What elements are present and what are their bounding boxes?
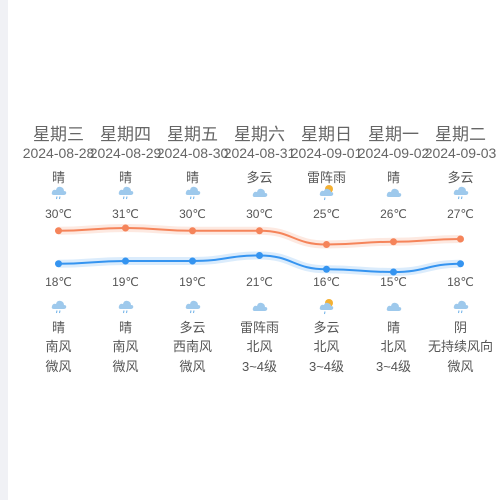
wind-level: 3~4级	[375, 359, 412, 374]
low-temp-label: 15℃	[380, 275, 407, 289]
cloud-rain-icon	[51, 186, 67, 200]
cloud-rain-icon	[118, 300, 134, 314]
date-label: 2024-09-03	[424, 145, 497, 161]
low-temp-point	[457, 260, 464, 268]
date-label: 2024-08-28	[22, 145, 95, 161]
cloud-rain-icon	[453, 300, 469, 314]
weekday-label: 星期三	[33, 125, 84, 144]
wind-direction: 北风	[380, 339, 407, 354]
low-temp-point	[189, 257, 196, 265]
high-temp-point	[122, 224, 129, 232]
night-weather-text: 晴	[51, 320, 65, 335]
high-temp-point	[457, 235, 464, 243]
day-weather-text: 晴	[185, 170, 199, 185]
wind-direction: 西南风	[172, 339, 212, 354]
day-weather-text: 多云	[447, 170, 474, 185]
high-temp-point	[256, 227, 263, 235]
low-temp-label: 16℃	[313, 275, 340, 289]
high-temp-label: 27℃	[447, 207, 474, 221]
day-weather-text: 雷阵雨	[306, 170, 346, 185]
high-temp-label: 31℃	[112, 207, 139, 221]
wind-direction: 北风	[246, 339, 273, 354]
date-label: 2024-08-29	[89, 145, 162, 161]
date-label: 2024-09-02	[357, 145, 430, 161]
wind-direction: 无持续风向	[427, 339, 493, 354]
day-column: 星期四 2024-08-29 晴 31℃ 19℃ 晴 南风 微风	[90, 0, 162, 500]
wind-direction: 南风	[45, 339, 72, 354]
night-weather-text: 晴	[118, 320, 132, 335]
cloud-rain-icon	[453, 186, 469, 200]
high-temp-point	[390, 238, 397, 246]
night-weather-text: 雷阵雨	[239, 320, 279, 335]
night-weather-text: 多云	[179, 320, 206, 335]
night-weather-text: 晴	[386, 320, 400, 335]
low-temp-point	[55, 260, 62, 268]
sun-cloud-rain-icon	[319, 299, 334, 315]
high-temp-label: 25℃	[313, 207, 340, 221]
low-temp-point	[256, 252, 263, 259]
day-column: 星期日 2024-09-01 雷阵雨 25℃ 16℃ 多云 北风 3~4级	[291, 0, 363, 500]
cloud-rain-icon	[118, 186, 134, 200]
low-temp-label: 18℃	[45, 275, 72, 289]
date-label: 2024-08-30	[156, 145, 229, 161]
weekday-label: 星期四	[100, 125, 151, 144]
weekday-label: 星期五	[167, 125, 218, 144]
weekday-label: 星期二	[435, 125, 486, 144]
cloud-rain-icon	[185, 300, 201, 314]
sun-cloud-rain-icon	[319, 185, 334, 201]
weekday-label: 星期一	[368, 125, 419, 144]
wind-level: 微风	[447, 359, 474, 374]
day-weather-text: 晴	[51, 170, 65, 185]
high-temp-point	[189, 227, 196, 235]
cloud-rain-icon	[51, 300, 67, 314]
day-column: 星期五 2024-08-30 晴 30℃ 19℃ 多云 西南风 微风	[157, 0, 229, 500]
day-column: 星期三 2024-08-28 晴 30℃ 18℃ 晴 南风 微风	[23, 0, 95, 500]
low-temp-point	[122, 257, 129, 265]
temperature-chart	[55, 223, 464, 277]
wind-level: 3~4级	[241, 359, 278, 374]
low-temp-label: 19℃	[112, 275, 139, 289]
weekday-label: 星期日	[301, 125, 352, 144]
low-temp-point	[323, 265, 330, 273]
high-temp-label: 30℃	[246, 207, 273, 221]
cloud-icon	[386, 188, 402, 197]
high-temp-label: 30℃	[45, 207, 72, 221]
day-weather-text: 多云	[246, 170, 273, 185]
day-column: 星期二 2024-09-03 多云 27℃ 18℃ 阴 无持续风向 微风	[425, 0, 497, 500]
high-temp-point	[323, 241, 330, 248]
weekday-label: 星期六	[234, 125, 285, 144]
cloud-icon	[252, 188, 268, 197]
forecast-grid: 星期三 2024-08-28 晴 30℃ 18℃ 晴 南风 微风 星期四 202…	[23, 0, 500, 500]
date-label: 2024-09-01	[290, 145, 363, 161]
wind-direction: 北风	[313, 339, 340, 354]
wind-level: 微风	[45, 359, 72, 374]
day-weather-text: 晴	[118, 170, 132, 185]
wind-direction: 南风	[112, 339, 139, 354]
cloud-icon	[386, 302, 402, 311]
high-temp-label: 30℃	[179, 207, 206, 221]
night-weather-text: 多云	[313, 320, 340, 335]
high-temp-point	[55, 227, 62, 235]
date-label: 2024-08-31	[223, 145, 296, 161]
day-weather-text: 晴	[386, 170, 400, 185]
day-column: 星期六 2024-08-31 多云 30℃ 21℃ 雷阵雨 北风 3~4级	[224, 0, 296, 500]
left-rail	[0, 0, 8, 500]
cloud-rain-icon	[185, 186, 201, 200]
cloud-icon	[252, 302, 268, 311]
wind-level: 微风	[112, 359, 139, 374]
low-temp-label: 18℃	[447, 275, 474, 289]
night-weather-text: 阴	[453, 320, 467, 335]
low-temp-label: 21℃	[246, 275, 273, 289]
low-temp-label: 19℃	[179, 275, 206, 289]
low-temp-point	[390, 268, 397, 276]
day-column: 星期一 2024-09-02 晴 26℃ 15℃ 晴 北风 3~4级	[358, 0, 430, 500]
wind-level: 微风	[179, 359, 206, 374]
wind-level: 3~4级	[308, 359, 345, 374]
high-temp-label: 26℃	[380, 207, 407, 221]
